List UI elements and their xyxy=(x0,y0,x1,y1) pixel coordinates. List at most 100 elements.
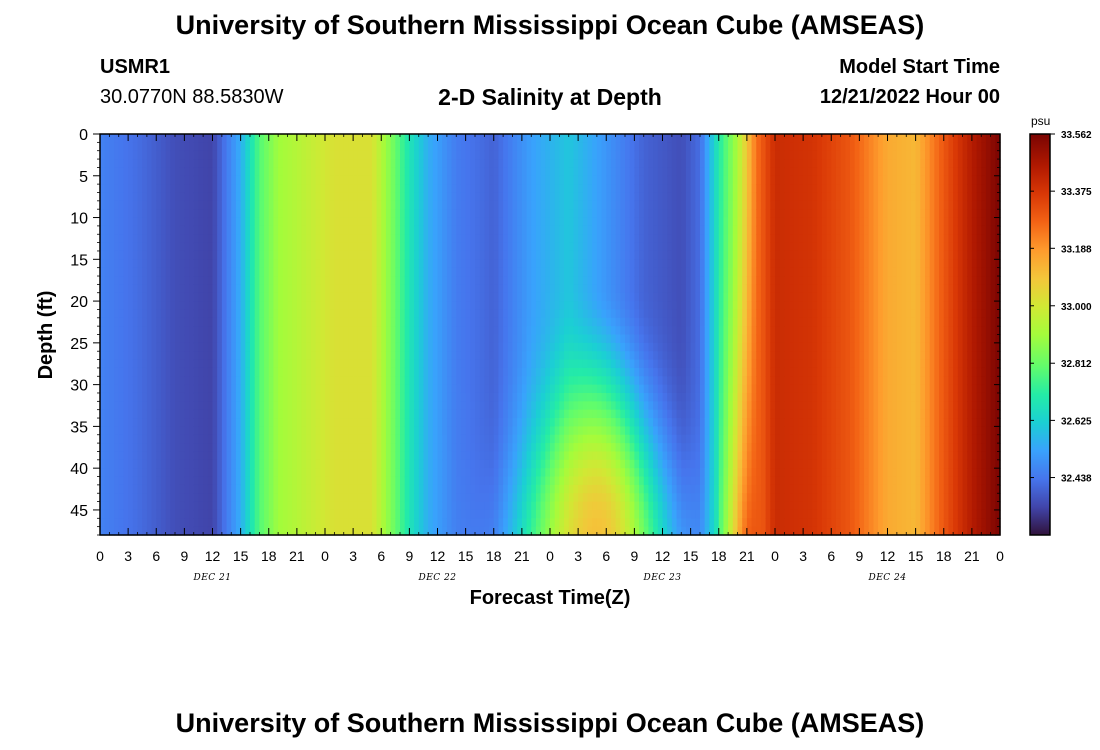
heatmap-cell xyxy=(367,234,373,244)
heatmap-cell xyxy=(128,501,134,511)
heatmap-cell xyxy=(179,301,185,311)
heatmap-cell xyxy=(146,409,153,419)
heatmap-cell xyxy=(268,242,275,252)
heatmap-cell xyxy=(428,259,434,269)
heatmap-cell xyxy=(578,468,584,478)
heatmap-cell xyxy=(460,309,467,319)
heatmap-cell xyxy=(315,426,321,436)
heatmap-cell xyxy=(245,434,251,444)
heatmap-cell xyxy=(156,401,162,411)
heatmap-cell xyxy=(550,326,556,336)
heatmap-cell xyxy=(428,518,434,528)
heatmap-cell xyxy=(409,493,415,503)
heatmap-cell xyxy=(371,434,378,444)
heatmap-cell xyxy=(362,451,368,461)
heatmap-cell xyxy=(287,459,293,469)
heatmap-cell xyxy=(170,342,176,352)
heatmap-cell xyxy=(512,209,518,219)
heatmap-cell xyxy=(207,459,214,469)
heatmap-cell xyxy=(315,451,321,461)
heatmap-cell xyxy=(282,259,289,269)
heatmap-cell xyxy=(278,418,284,427)
heatmap-cell xyxy=(353,225,359,235)
heatmap-cell xyxy=(343,150,350,160)
heatmap-cell xyxy=(418,351,425,361)
heatmap-cell xyxy=(315,142,321,152)
heatmap-cell xyxy=(160,443,167,453)
heatmap-cell xyxy=(573,351,579,361)
heatmap-cell xyxy=(376,434,382,444)
heatmap-cell xyxy=(146,259,153,269)
heatmap-cell xyxy=(221,484,228,494)
heatmap-cell xyxy=(531,384,537,394)
heatmap-cell xyxy=(568,142,575,152)
heatmap-cell xyxy=(235,159,242,169)
heatmap-cell xyxy=(339,443,345,453)
heatmap-cell xyxy=(151,493,157,503)
heatmap-cell xyxy=(156,434,162,444)
heatmap-cell xyxy=(320,476,326,486)
heatmap-cell xyxy=(517,200,523,210)
heatmap-cell xyxy=(465,175,471,185)
heatmap-cell xyxy=(301,493,307,503)
heatmap-cell xyxy=(250,434,256,444)
heatmap-cell xyxy=(573,342,579,352)
heatmap-cell xyxy=(573,384,579,394)
heatmap-cell xyxy=(151,518,157,528)
heatmap-cell xyxy=(404,242,410,252)
heatmap-cell xyxy=(142,292,148,302)
heatmap-cell xyxy=(254,451,260,461)
heatmap-cell xyxy=(414,284,420,294)
heatmap-cell xyxy=(484,501,490,511)
heatmap-cell xyxy=(212,493,218,503)
heatmap-cell xyxy=(240,217,246,227)
heatmap-cell xyxy=(137,376,143,386)
heatmap-cell xyxy=(184,259,190,269)
heatmap-cell xyxy=(170,209,176,219)
heatmap-cell xyxy=(259,142,265,152)
heatmap-cell xyxy=(329,175,335,185)
heatmap-cell xyxy=(231,292,237,302)
heatmap-cell xyxy=(315,484,321,494)
heatmap-cell xyxy=(371,150,378,160)
heatmap-cell xyxy=(118,526,125,536)
heatmap-cell xyxy=(329,301,335,311)
heatmap-cell xyxy=(175,326,181,336)
heatmap-cell xyxy=(306,225,312,235)
heatmap-cell xyxy=(245,326,251,336)
heatmap-cell xyxy=(451,359,457,369)
heatmap-cell xyxy=(273,309,279,319)
heatmap-cell xyxy=(507,259,514,269)
heatmap-cell xyxy=(479,192,485,202)
heatmap-cell xyxy=(348,509,354,519)
heatmap-cell xyxy=(526,484,532,494)
heatmap-cell xyxy=(128,451,134,461)
heatmap-cell xyxy=(165,367,171,377)
heatmap-cell xyxy=(568,526,575,536)
heatmap-cell xyxy=(151,292,157,302)
heatmap-cell xyxy=(250,392,256,402)
heatmap-cell xyxy=(165,217,171,227)
heatmap-cell xyxy=(273,459,279,469)
heatmap-cell xyxy=(325,501,331,511)
heatmap-cell xyxy=(437,301,443,311)
heatmap-cell xyxy=(362,518,368,528)
heatmap-cell xyxy=(296,426,303,436)
heatmap-cell xyxy=(503,476,509,486)
heatmap-cell xyxy=(264,526,270,536)
heatmap-cell xyxy=(301,459,307,469)
heatmap-cell xyxy=(128,493,134,503)
heatmap-cell xyxy=(507,267,514,277)
heatmap-cell xyxy=(479,484,485,494)
heatmap-cell xyxy=(296,409,303,419)
heatmap-cell xyxy=(278,209,284,219)
heatmap-cell xyxy=(212,401,218,411)
heatmap-cell xyxy=(470,234,476,244)
heatmap-cell xyxy=(132,342,139,352)
heatmap-cell xyxy=(409,242,415,252)
heatmap-cell xyxy=(367,334,373,344)
heatmap-cell xyxy=(362,192,368,202)
heatmap-cell xyxy=(301,392,307,402)
heatmap-cell xyxy=(142,376,148,386)
heatmap-cell xyxy=(123,518,129,528)
